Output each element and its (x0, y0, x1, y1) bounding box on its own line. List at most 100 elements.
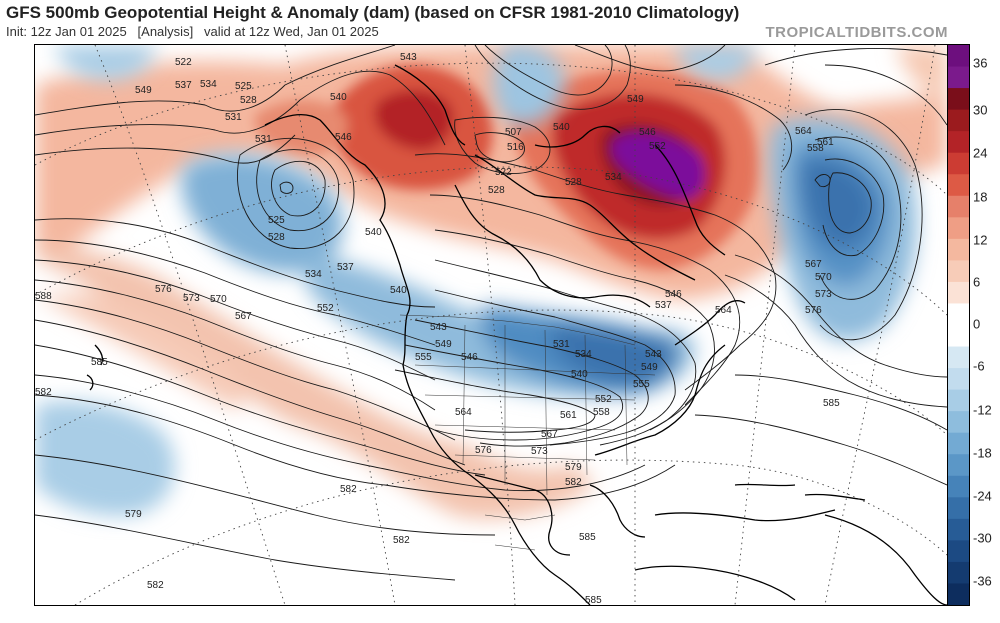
contour-label: 546 (639, 127, 656, 138)
contour-label: 558 (807, 143, 824, 154)
contour-label: 558 (593, 407, 610, 418)
contour-label: 528 (565, 177, 582, 188)
contour-label: 540 (390, 285, 407, 296)
anomaly-colorbar (947, 44, 970, 606)
colorbar-segment (948, 368, 969, 391)
contour-label: 588 (35, 291, 52, 302)
contour-label: 567 (541, 429, 558, 440)
analysis-tag: [Analysis] (137, 24, 194, 39)
colorbar-segment (948, 497, 969, 520)
contour-label: 534 (200, 79, 217, 90)
political-borders (399, 314, 656, 551)
contour-label: 507 (505, 127, 522, 138)
colorbar-segment (948, 66, 969, 89)
contour-label: 552 (317, 303, 334, 314)
anomaly-shading (35, 45, 947, 519)
colorbar-tick-label: -18 (973, 445, 992, 461)
contour-label: 543 (645, 349, 662, 360)
contour-label: 582 (147, 580, 164, 591)
colorbar-tick-label: 30 (973, 102, 988, 118)
contour-label: 528 (240, 95, 257, 106)
chart-title: GFS 500mb Geopotential Height & Anomaly … (6, 3, 740, 22)
colorbar-segment (948, 281, 969, 304)
contour-label: 555 (415, 352, 432, 363)
colorbar-tick-label: 36 (973, 55, 988, 71)
contour-label: 564 (715, 305, 732, 316)
valid-time: valid at 12z Wed, Jan 01 2025 (204, 24, 379, 39)
contour-label: 537 (175, 80, 192, 91)
contour-label: 585 (823, 398, 840, 409)
contour-label: 546 (665, 289, 682, 300)
contour-label: 561 (817, 137, 834, 148)
contour-label: 573 (183, 293, 200, 304)
contour-label: 567 (235, 311, 252, 322)
colorbar-segment (948, 475, 969, 498)
contour-label: 549 (135, 85, 152, 96)
contour-label: 582 (565, 477, 582, 488)
contour-label: 540 (365, 227, 382, 238)
contour-label: 561 (560, 410, 577, 421)
colorbar-tick-label: 24 (973, 145, 988, 161)
colorbar-segment (948, 454, 969, 477)
contour-label: 534 (605, 172, 622, 183)
colorbar-segment (948, 583, 969, 605)
colorbar-tick-label: 18 (973, 189, 988, 205)
contour-label: 564 (455, 407, 472, 418)
colorbar-segment (948, 518, 969, 541)
contour-label: 579 (565, 462, 582, 473)
colorbar-segment (948, 260, 969, 283)
colorbar-tick-label: 6 (973, 274, 981, 290)
contour-label: 522 (495, 167, 512, 178)
contour-label: 546 (335, 132, 352, 143)
contour-label: 522 (175, 57, 192, 68)
colorbar-segment (948, 540, 969, 563)
contour-label: 582 (35, 387, 52, 398)
colorbar-segment (948, 131, 969, 154)
contour-label: 534 (305, 269, 322, 280)
colorbar-tick-label: 12 (973, 232, 988, 248)
contour-label: 573 (531, 446, 548, 457)
contour-label: 540 (330, 92, 347, 103)
contour-label: 537 (655, 300, 672, 311)
contour-label: 543 (400, 52, 417, 63)
colorbar-tick-label: -6 (973, 358, 985, 374)
colorbar-tick-label: -30 (973, 530, 992, 546)
contour-label: 585 (585, 595, 602, 605)
contour-label: 531 (553, 339, 570, 350)
colorbar-segment (948, 109, 969, 132)
contour-label: 579 (125, 509, 142, 520)
colorbar-segment (948, 346, 969, 369)
coastlines (86, 64, 947, 605)
contour-label: 543 (430, 322, 447, 333)
contour-label: 525 (235, 81, 252, 92)
contour-label: 576 (805, 305, 822, 316)
contour-label: 531 (225, 112, 242, 123)
colorbar-tick-label: 0 (973, 316, 981, 332)
colorbar-segment (948, 303, 969, 326)
contour-label: 582 (340, 484, 357, 495)
contour-label: 528 (488, 185, 505, 196)
colorbar-segment (948, 45, 969, 68)
colorbar-segment (948, 238, 969, 261)
colorbar-segment (948, 325, 969, 348)
contour-label: 576 (475, 445, 492, 456)
contour-label: 537 (337, 262, 354, 273)
contour-label: 552 (649, 141, 666, 152)
contour-label: 552 (595, 394, 612, 405)
contour-label: 525 (268, 215, 285, 226)
map-panel: 522 537 534 549 525 528 531 543 540 546 531 525 528 5… (34, 44, 948, 606)
run-info: Init: 12z Jan 01 2025 [Analysis] valid a… (6, 24, 379, 39)
contour-label: 585 (579, 532, 596, 543)
contour-label: 573 (815, 289, 832, 300)
brand-watermark: TROPICALTIDBITS.COM (765, 24, 948, 41)
colorbar-tick-label: -24 (973, 488, 992, 504)
contour-label: 549 (627, 94, 644, 105)
colorbar-segment (948, 389, 969, 412)
contour-label: 555 (633, 379, 650, 390)
contour-label: 570 (210, 294, 227, 305)
contour-label: 528 (268, 232, 285, 243)
colorbar-segment (948, 411, 969, 434)
colorbar-segment (948, 195, 969, 218)
colorbar-segment (948, 88, 969, 111)
contour-label: 582 (393, 535, 410, 546)
